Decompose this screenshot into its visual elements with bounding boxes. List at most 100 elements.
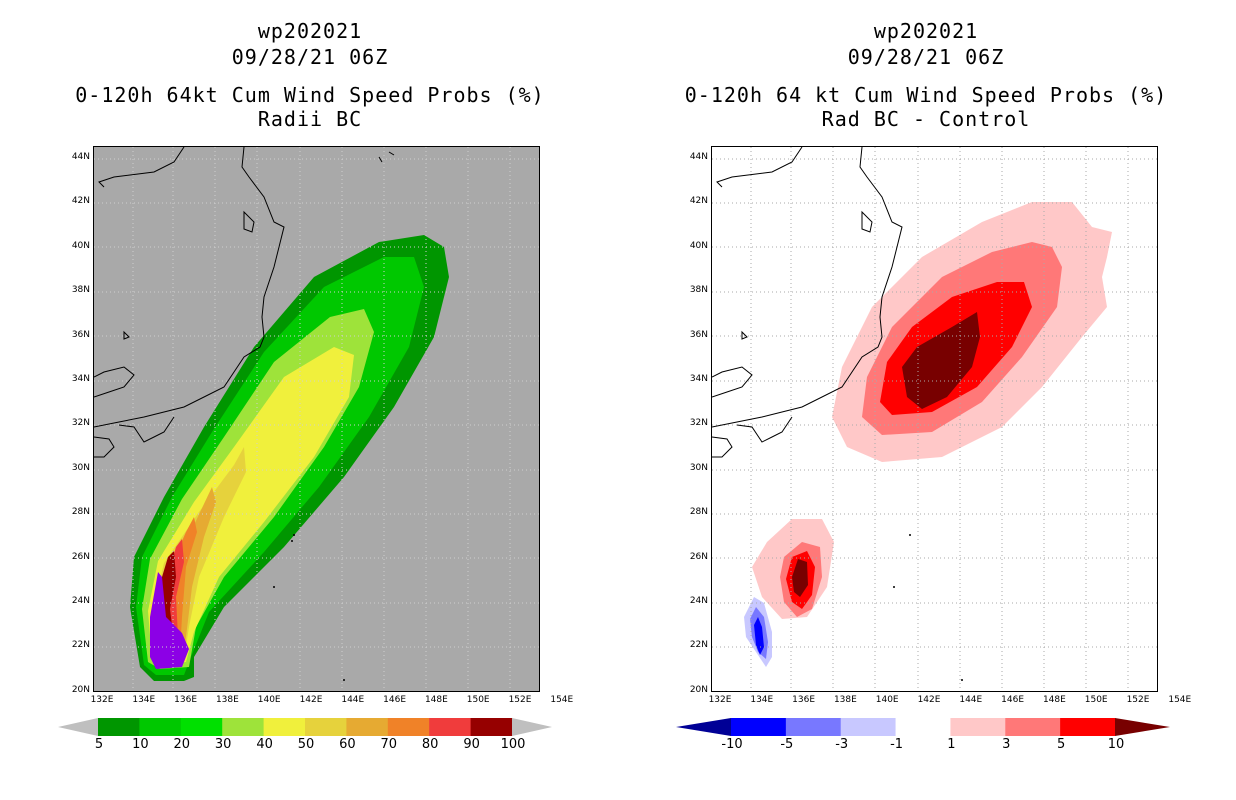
left-colorbar-svg [58,718,552,736]
right-difference-map [711,146,1158,692]
diff-gt10-south [792,559,808,597]
colorbar-label: 5 [1057,737,1066,752]
lon-label: 140E [875,695,899,705]
lat-label: 42N [71,196,90,207]
lat-label: 22N [689,640,708,651]
colorbar-segment [429,718,472,736]
colorbar-arrow-low [676,718,731,736]
lat-label: 28N [71,507,90,518]
right-map-svg [712,147,1157,691]
lon-label: 132E [90,695,114,705]
lon-label: 136E [174,695,198,705]
left-colorbar [58,718,552,736]
lon-label: 134E [750,695,774,705]
colorbar-label: 80 [421,737,439,752]
lat-label: 44N [689,152,708,162]
lon-label: 132E [708,695,732,705]
lon-label: 136E [792,695,816,705]
colorbar-segment [387,718,430,736]
colorbar-label: 50 [297,737,315,752]
lat-label: 34N [71,374,90,384]
lat-label: 44N [71,152,90,162]
lon-label: 146E [383,695,407,705]
right-colorbar [676,718,1170,736]
right-title-product: 0-120h 64 kt Cum Wind Speed Probs (%) [684,83,1168,107]
left-title-product: 0-120h 64kt Cum Wind Speed Probs (%) [75,83,545,107]
lon-label: 140E [257,695,281,705]
colorbar-label: -5 [780,737,794,752]
right-title-datetime: 09/28/21 06Z [847,45,1005,69]
lat-label: 26N [71,551,90,562]
colorbar-segment [346,718,389,736]
right-title-storm-id: wp202021 [873,19,979,43]
lat-label: 28N [689,507,708,518]
lat-label: 36N [71,329,90,340]
colorbar-label: 20 [173,737,191,752]
lon-label: 144E [341,695,365,705]
lon-label: 148E [424,695,448,705]
lon-label: 134E [132,695,156,705]
prob-30-40 [148,347,354,665]
lon-label: 152E [508,695,532,705]
lat-label: 24N [71,596,90,606]
colorbar-label: -10 [721,737,743,752]
left-title-subtitle: Radii BC [257,107,363,131]
colorbar-segment [731,718,787,736]
prob-90-100 [150,572,189,669]
lon-label: 142E [917,695,941,705]
colorbar-segment [98,718,140,736]
left-probability-map [93,146,540,692]
lon-label: 154E [550,695,574,705]
diff-neg5-10 [754,617,764,655]
lon-label: 150E [1084,695,1108,705]
colorbar-label: 3 [1002,737,1011,752]
colorbar-label: -1 [890,737,904,752]
japan-coastline [94,147,395,458]
lon-label: 146E [1001,695,1025,705]
colorbar-label: 60 [339,737,356,752]
colorbar-label: 5 [94,737,104,752]
colorbar-arrow-high [1115,718,1170,736]
colorbar-segment [1005,718,1061,736]
lon-label: 154E [1168,695,1192,705]
left-title-storm-id: wp202021 [257,19,363,43]
lat-label: 20N [71,684,90,695]
lon-label: 148E [1042,695,1066,705]
colorbar-label: 10 [132,737,149,752]
right-colorbar-svg [676,718,1170,736]
colorbar-segment [180,718,223,736]
colorbar-label: 70 [380,737,398,752]
lat-label: 24N [689,596,708,606]
colorbar-label: 30 [214,737,232,752]
lon-label: 138E [215,695,239,705]
colorbar-segment [470,718,513,736]
colorbar-arrow-low [58,718,98,736]
japan-coastline-right [712,147,903,458]
colorbar-label: 1 [947,737,956,752]
colorbar-label: 10 [1107,737,1125,752]
colorbar-segment [785,718,842,736]
lat-label: 30N [689,462,708,473]
lat-label: 42N [689,196,708,207]
lon-label: 150E [466,695,490,705]
colorbar-segment [305,718,347,736]
lat-label: 38N [71,285,90,296]
lat-label: 34N [689,374,708,384]
lon-label: 138E [833,695,857,705]
lat-label: 22N [71,640,90,651]
lat-label: 32N [71,418,90,429]
left-title: wp202021 09/28/21 06Z 0-120h 64kt Cum Wi… [50,18,570,132]
colorbar-label: -3 [835,737,849,752]
colorbar-segment [222,718,265,736]
lat-label: 38N [689,285,708,296]
left-title-datetime: 09/28/21 06Z [231,45,389,69]
colorbar-label: 40 [256,737,273,752]
colorbar-segment [139,718,182,736]
right-title-subtitle: Rad BC - Control [821,107,1031,131]
colorbar-label: 90 [463,737,480,752]
lat-label: 40N [71,240,90,251]
colorbar-arrow-high [512,718,552,736]
lat-label: 30N [71,462,90,473]
colorbar-segment [840,718,897,736]
colorbar-label: 100 [500,737,526,752]
